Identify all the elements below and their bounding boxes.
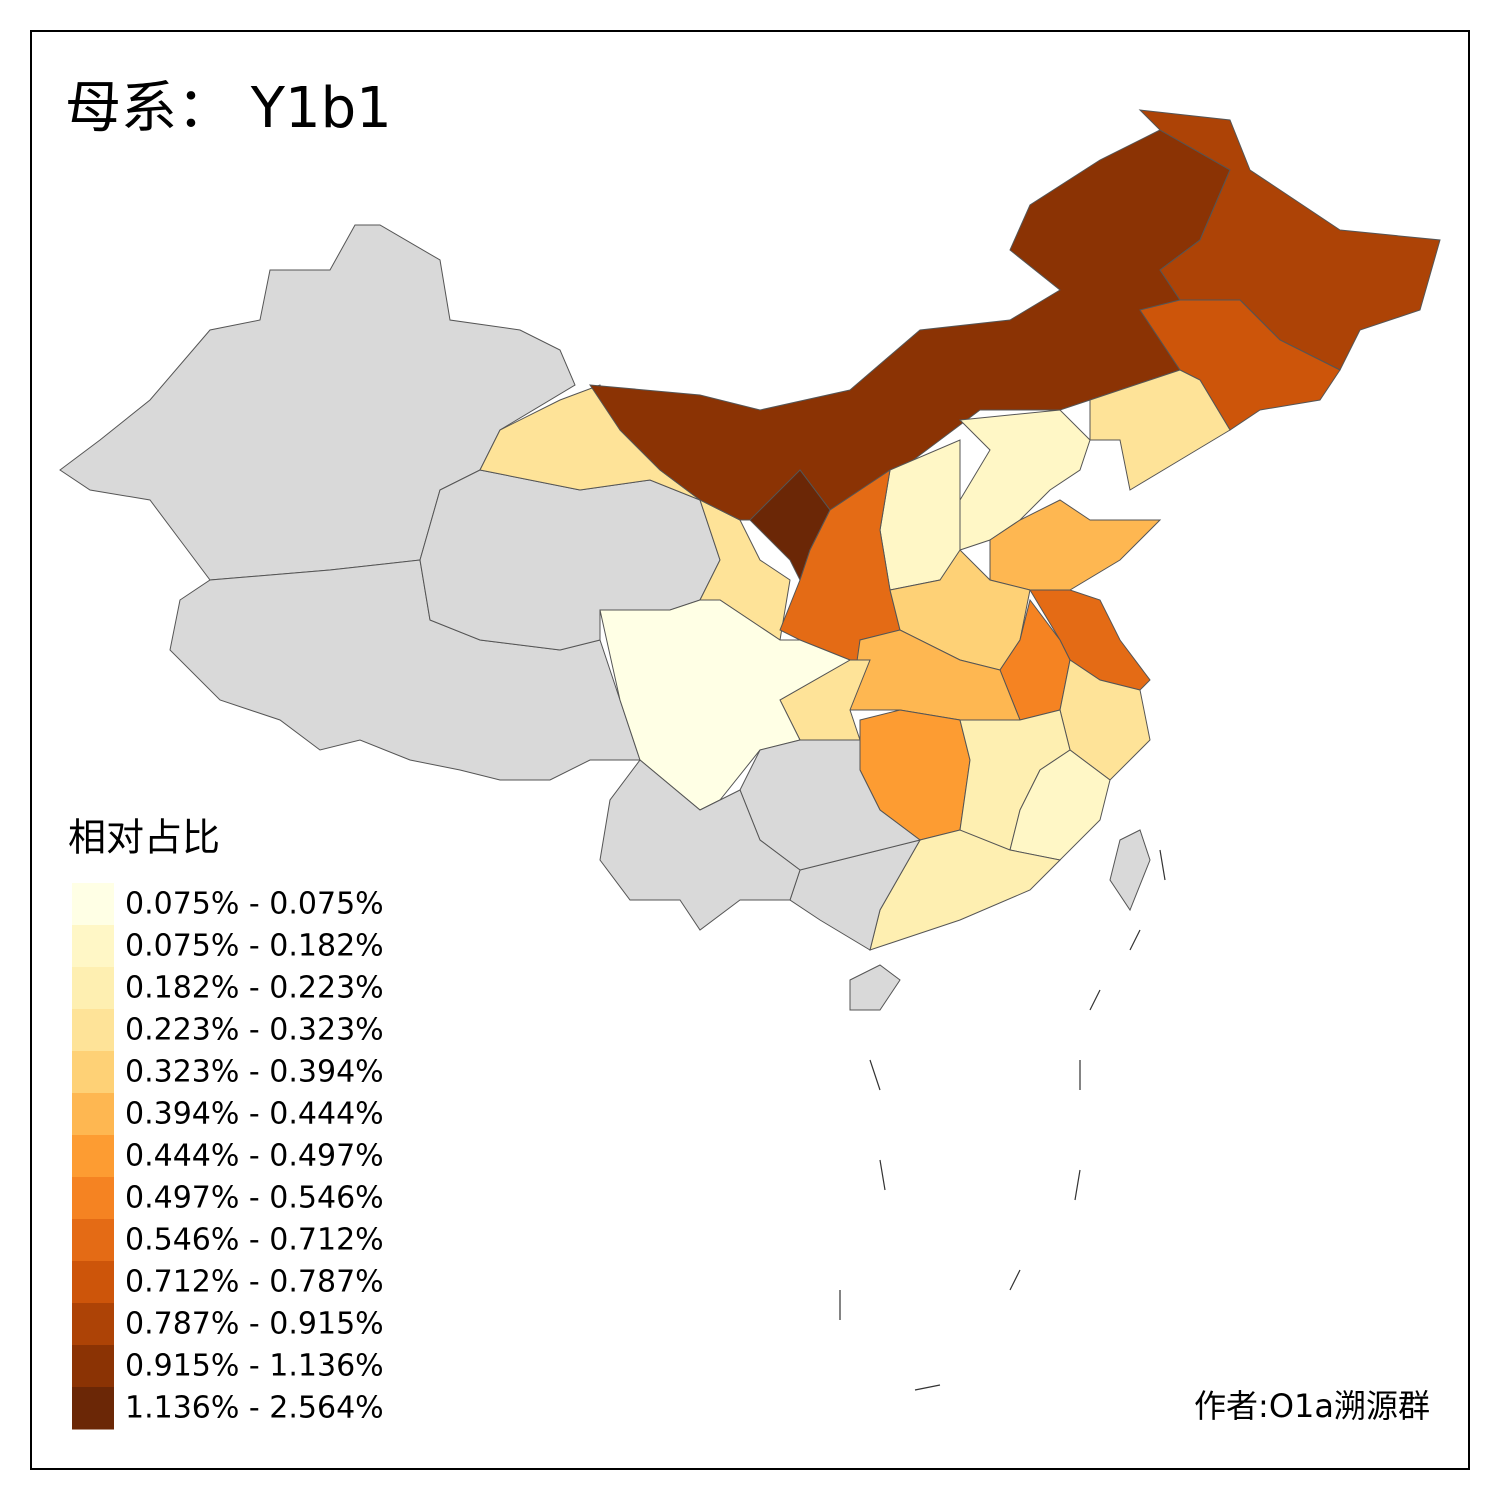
legend-label: 0.223% - 0.323% xyxy=(125,1013,384,1048)
legend-swatch xyxy=(72,1387,114,1430)
legend-label: 0.075% - 0.075% xyxy=(125,887,384,922)
region xyxy=(599,759,801,931)
legend-label: 0.182% - 0.223% xyxy=(125,971,384,1006)
region xyxy=(1109,829,1151,912)
author-note: 作者:O1a溯源群 xyxy=(1194,1387,1430,1425)
legend-swatch xyxy=(72,1219,114,1262)
islands xyxy=(839,849,1166,1391)
legend-swatch xyxy=(72,1093,114,1136)
map xyxy=(59,109,1441,1391)
legend-swatch xyxy=(72,1009,114,1052)
legend-swatch xyxy=(72,1177,114,1220)
region xyxy=(59,224,576,581)
legend-label: 0.915% - 1.136% xyxy=(125,1349,384,1384)
legend-swatch xyxy=(72,1345,114,1388)
legend-label: 0.712% - 0.787% xyxy=(125,1265,384,1300)
legend-swatch xyxy=(72,925,114,968)
legend-swatch xyxy=(72,1135,114,1178)
legend-swatch xyxy=(72,1303,114,1346)
legend-swatch xyxy=(72,967,114,1010)
legend-label: 0.075% - 0.182% xyxy=(125,929,384,964)
legend-swatch xyxy=(72,1261,114,1304)
region xyxy=(1089,369,1231,491)
legend-swatch xyxy=(72,883,114,926)
legend-label: 0.497% - 0.546% xyxy=(125,1181,384,1216)
legend-label: 0.444% - 0.497% xyxy=(125,1139,384,1174)
region xyxy=(958,409,1091,551)
region xyxy=(849,964,901,1011)
legend-label: 0.323% - 0.394% xyxy=(125,1055,384,1090)
region xyxy=(1009,749,1111,861)
legend: 0.075% - 0.075% 0.075% - 0.182% 0.182% - 0… xyxy=(72,883,384,1430)
legend-swatch xyxy=(72,1051,114,1094)
legend-label: 0.546% - 0.712% xyxy=(125,1223,384,1258)
title: 母系： Y1b1 xyxy=(65,76,392,141)
legend-title: 相对占比 xyxy=(68,816,220,860)
legend-label: 1.136% - 2.564% xyxy=(125,1391,384,1426)
legend-label: 0.394% - 0.444% xyxy=(125,1097,384,1132)
legend-label: 0.787% - 0.915% xyxy=(125,1307,384,1342)
